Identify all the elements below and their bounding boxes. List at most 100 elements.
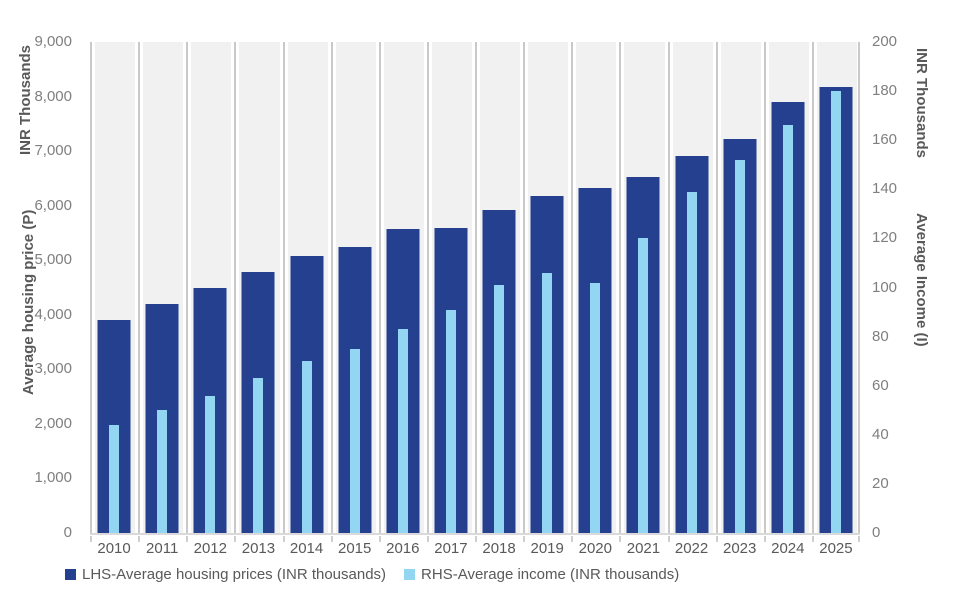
chart-column-2016	[378, 42, 427, 542]
chart-column-2018	[475, 42, 523, 542]
right-axis-unit-title: INR Thousands	[913, 48, 930, 159]
right-y-axis-tick-label: 120	[872, 229, 898, 247]
left-y-axis-tick-label: 9,000	[34, 33, 72, 50]
legend-item: RHS-Average income (INR thousands)	[404, 566, 679, 583]
chart-column-2013	[234, 42, 282, 542]
income-bar	[590, 282, 601, 533]
x-axis-tick	[667, 536, 670, 542]
legend-swatch-icon	[65, 569, 76, 580]
right-y-axis: 0 20 40 60 80 100 120 140 160 180 200	[872, 34, 932, 541]
left-y-axis: 0 1,000 2,000 3,000 4,000 5,000 6,000 7,000 8,00…	[0, 34, 78, 541]
gridline	[234, 42, 237, 533]
x-axis-label: 2017	[434, 540, 468, 557]
x-axis-label: 2013	[241, 540, 276, 557]
gridline	[378, 42, 381, 533]
x-axis-label: 2012	[193, 540, 227, 557]
gridline	[282, 42, 285, 533]
chart-column-2010	[90, 42, 138, 542]
gridline	[715, 42, 718, 533]
legend-label: LHS-Average housing prices (INR thousand…	[82, 566, 387, 583]
chart-column-2015	[330, 42, 379, 542]
chart-column-2023	[715, 42, 764, 542]
income-bar	[542, 272, 553, 533]
chart-column-2014	[282, 42, 331, 542]
income-bar	[253, 378, 264, 533]
x-axis-label: 2016	[386, 540, 420, 557]
right-y-axis-tick-label: 200	[872, 33, 898, 50]
income-bar	[494, 285, 505, 533]
right-y-axis-tick-label: 180	[872, 82, 898, 100]
income-bar	[157, 410, 168, 533]
x-axis-label: 2025	[819, 540, 853, 557]
chart-column-2020	[571, 42, 619, 542]
right-y-axis-tick-label: 140	[872, 180, 898, 198]
chart-column-2017	[426, 42, 475, 542]
gridline	[811, 42, 814, 533]
legend-label: RHS-Average income (INR thousands)	[421, 566, 680, 583]
right-y-axis-tick-label: 0	[872, 524, 881, 541]
income-bar	[349, 348, 360, 533]
x-axis-label: 2011	[146, 540, 179, 557]
income-bar	[782, 125, 793, 533]
x-axis-labels: 2010 2011 2012 2013 2014 2015 2016 2017 2018 2019…	[90, 540, 860, 557]
income-bar	[445, 309, 456, 533]
chart-column-2024	[763, 42, 812, 542]
income-bar	[205, 395, 216, 533]
right-y-axis-tick-label: 80	[872, 327, 889, 345]
left-y-axis-tick-label: 8,000	[34, 87, 72, 105]
right-y-axis-tick-label: 160	[872, 131, 898, 149]
x-axis-tick	[426, 536, 429, 542]
right-y-axis-tick-label: 100	[872, 278, 898, 296]
legend-swatch-icon	[404, 569, 416, 580]
x-axis-tick	[90, 536, 92, 542]
x-axis-tick	[378, 536, 381, 542]
x-axis-tick	[763, 536, 766, 542]
left-y-axis-tick-label: 1,000	[34, 469, 72, 487]
x-axis-tick	[619, 536, 622, 542]
x-axis-tick	[282, 536, 285, 542]
x-axis-label: 2024	[771, 540, 805, 557]
x-axis-label: 2014	[289, 540, 324, 557]
x-axis-tick	[858, 536, 860, 542]
right-y-axis-tick-label: 60	[872, 376, 889, 394]
x-axis-tick	[523, 536, 526, 542]
income-bar	[734, 159, 745, 533]
gridline	[523, 42, 526, 533]
gridline	[426, 42, 429, 533]
legend-item: LHS-Average housing prices (INR thousand…	[65, 566, 386, 583]
income-bar	[830, 91, 841, 533]
chart-column-2019	[523, 42, 571, 542]
x-axis-label: 2019	[530, 540, 564, 557]
left-y-axis-tick-label: 4,000	[34, 305, 72, 323]
x-axis-tick	[811, 536, 814, 542]
x-axis-label: 2010	[97, 540, 131, 557]
gridline	[90, 42, 92, 533]
left-y-axis-tick-label: 7,000	[34, 142, 72, 160]
plot-area	[90, 42, 860, 542]
x-axis-tick	[138, 536, 141, 542]
x-axis-label: 2015	[338, 540, 372, 557]
left-y-axis-tick-label: 3,000	[34, 360, 72, 378]
gridline	[186, 42, 189, 533]
income-bar	[301, 361, 312, 533]
gridline	[858, 42, 860, 533]
x-axis-label: 2021	[626, 540, 661, 557]
chart-column-2022	[667, 42, 716, 542]
right-y-axis-tick-label: 40	[872, 425, 889, 443]
left-y-axis-tick-label: 0	[63, 524, 72, 541]
x-axis-label: 2020	[578, 540, 612, 557]
x-axis-tick	[715, 536, 718, 542]
gridline	[475, 42, 477, 533]
gridline	[330, 42, 333, 533]
left-y-axis-tick-label: 6,000	[34, 196, 72, 214]
gridline	[667, 42, 670, 533]
legend: LHS-Average housing prices (INR thousand…	[65, 566, 679, 583]
income-bar	[686, 191, 697, 533]
gridline	[138, 42, 141, 533]
income-bar	[397, 329, 408, 533]
right-axis-title: Average Income (I)	[913, 213, 930, 347]
x-axis-tick	[475, 536, 477, 542]
right-y-axis-tick-label: 20	[872, 474, 889, 492]
chart-column-2021	[619, 42, 667, 542]
